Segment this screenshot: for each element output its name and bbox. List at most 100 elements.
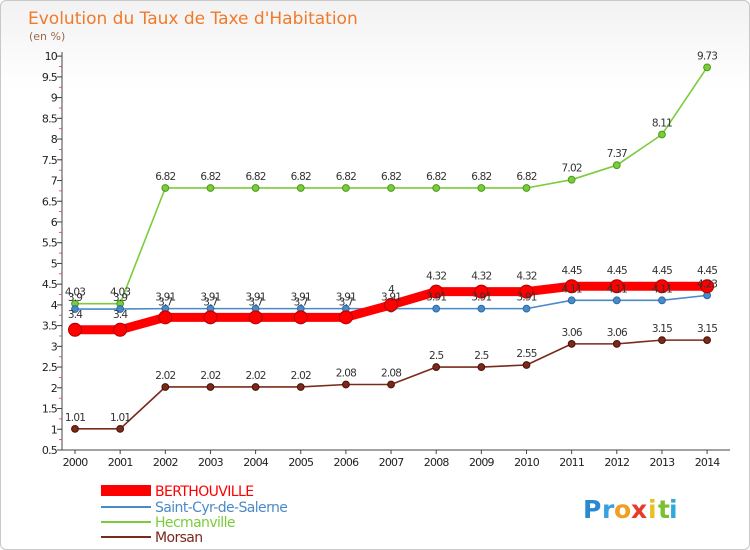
- data-label: 4.45: [652, 265, 672, 277]
- x-tick-label: 2003: [198, 456, 224, 469]
- logo-letter: i: [648, 495, 657, 524]
- data-label: 2.08: [336, 367, 356, 379]
- data-label: 3.91: [471, 292, 491, 304]
- x-tick-label: 2007: [379, 456, 405, 469]
- data-point: [342, 184, 350, 192]
- data-point: [68, 322, 82, 337]
- data-label: 6.82: [155, 171, 175, 183]
- x-tick-label: 2013: [650, 456, 676, 469]
- logo-letter: t: [658, 495, 670, 524]
- data-point: [387, 380, 395, 389]
- series-3: [71, 336, 711, 433]
- data-point: [612, 296, 621, 305]
- data-label: 3.91: [246, 292, 266, 304]
- data-point: [206, 184, 215, 192]
- y-tick-label: 7: [51, 175, 58, 188]
- data-point: [432, 363, 441, 371]
- data-label: 4.45: [562, 265, 582, 277]
- logo-letter: i: [669, 495, 678, 524]
- data-point: [703, 63, 711, 72]
- data-point: [251, 184, 260, 192]
- data-point: [567, 175, 576, 184]
- data-point: [612, 339, 621, 348]
- data-point: [251, 383, 260, 391]
- chart-subtitle: (en %): [29, 30, 65, 43]
- data-label: 4.11: [607, 283, 627, 295]
- x-tick-label: 2004: [243, 456, 269, 469]
- data-label: 9.73: [697, 50, 717, 62]
- data-point: [387, 184, 395, 192]
- data-point: [113, 322, 128, 337]
- data-label: 4.11: [652, 283, 672, 295]
- data-point: [161, 184, 170, 192]
- data-label: 3.15: [652, 323, 672, 335]
- legend-item: Hecmanville: [101, 515, 236, 531]
- data-point: [522, 184, 531, 192]
- data-point: [116, 424, 125, 433]
- y-tick-label: 5: [51, 257, 58, 270]
- x-tick-label: 2010: [514, 456, 540, 469]
- x-tick-label: 2000: [63, 456, 89, 469]
- data-point: [296, 184, 305, 192]
- x-tick-label: 2002: [153, 456, 178, 469]
- data-label: 3.91: [381, 292, 401, 304]
- data-point: [522, 361, 531, 369]
- data-label: 6.82: [516, 171, 536, 183]
- y-tick-label: 2.5: [42, 361, 58, 374]
- data-point: [658, 130, 666, 139]
- data-point: [658, 336, 666, 345]
- data-label: 6.82: [426, 171, 446, 183]
- y-tick-label: 1: [51, 423, 57, 436]
- data-label: 4.32: [426, 271, 446, 283]
- data-label: 2.08: [381, 367, 401, 379]
- data-label: 4.32: [516, 271, 536, 283]
- data-point: [658, 296, 666, 305]
- y-tick-label: 1.5: [42, 403, 58, 416]
- data-label: 6.82: [381, 171, 401, 183]
- y-tick-label: 9: [51, 92, 58, 105]
- data-label: 4: [388, 284, 395, 296]
- data-point: [612, 161, 621, 170]
- y-tick-label: 7.5: [42, 154, 58, 167]
- data-point: [567, 339, 576, 348]
- data-label: 2.02: [246, 370, 266, 382]
- data-label: 2.02: [291, 370, 311, 382]
- data-point: [296, 383, 305, 391]
- legend-label: Hecmanville: [155, 515, 235, 531]
- legend-label: Saint-Cyr-de-Salerne: [155, 500, 287, 516]
- y-tick-label: 10: [45, 50, 58, 63]
- data-label: 6.82: [246, 171, 266, 183]
- x-tick-label: 2005: [288, 456, 314, 469]
- data-label: 4.45: [697, 265, 717, 277]
- data-label: 3.7: [339, 296, 353, 308]
- x-tick-label: 2014: [695, 456, 721, 469]
- data-point: [71, 305, 79, 313]
- data-label: 3.7: [294, 296, 308, 308]
- data-point: [432, 184, 441, 192]
- x-tick-label: 2001: [108, 456, 133, 469]
- data-label: 4.03: [110, 287, 130, 299]
- data-label: 2.55: [516, 348, 536, 360]
- y-tick-label: 6: [51, 216, 58, 229]
- data-label: 7.02: [562, 163, 582, 175]
- logo-letter: r: [602, 495, 615, 524]
- data-label: 2.5: [474, 350, 488, 362]
- data-label: 3.7: [248, 296, 262, 308]
- data-point: [429, 284, 444, 299]
- axes: 0.5 1 1.5 2 2.5 3 3.5 4 4.5 5 5.5 6 6.5 7 7.5 8 8.5 9 9.5 1…: [42, 50, 730, 469]
- data-point: [700, 279, 715, 294]
- data-label: 3.91: [291, 292, 311, 304]
- legend-item: Morsan: [101, 530, 203, 546]
- data-point: [203, 310, 218, 325]
- legend-item: BERTHOUVILLE: [101, 484, 254, 500]
- data-point: [567, 296, 576, 305]
- data-point: [161, 383, 170, 391]
- data-label: 3.91: [336, 292, 356, 304]
- data-point: [703, 336, 711, 345]
- data-label: 4.45: [607, 265, 627, 277]
- x-tick-label: 2008: [424, 456, 450, 469]
- data-point: [522, 304, 531, 313]
- data-point: [609, 279, 624, 294]
